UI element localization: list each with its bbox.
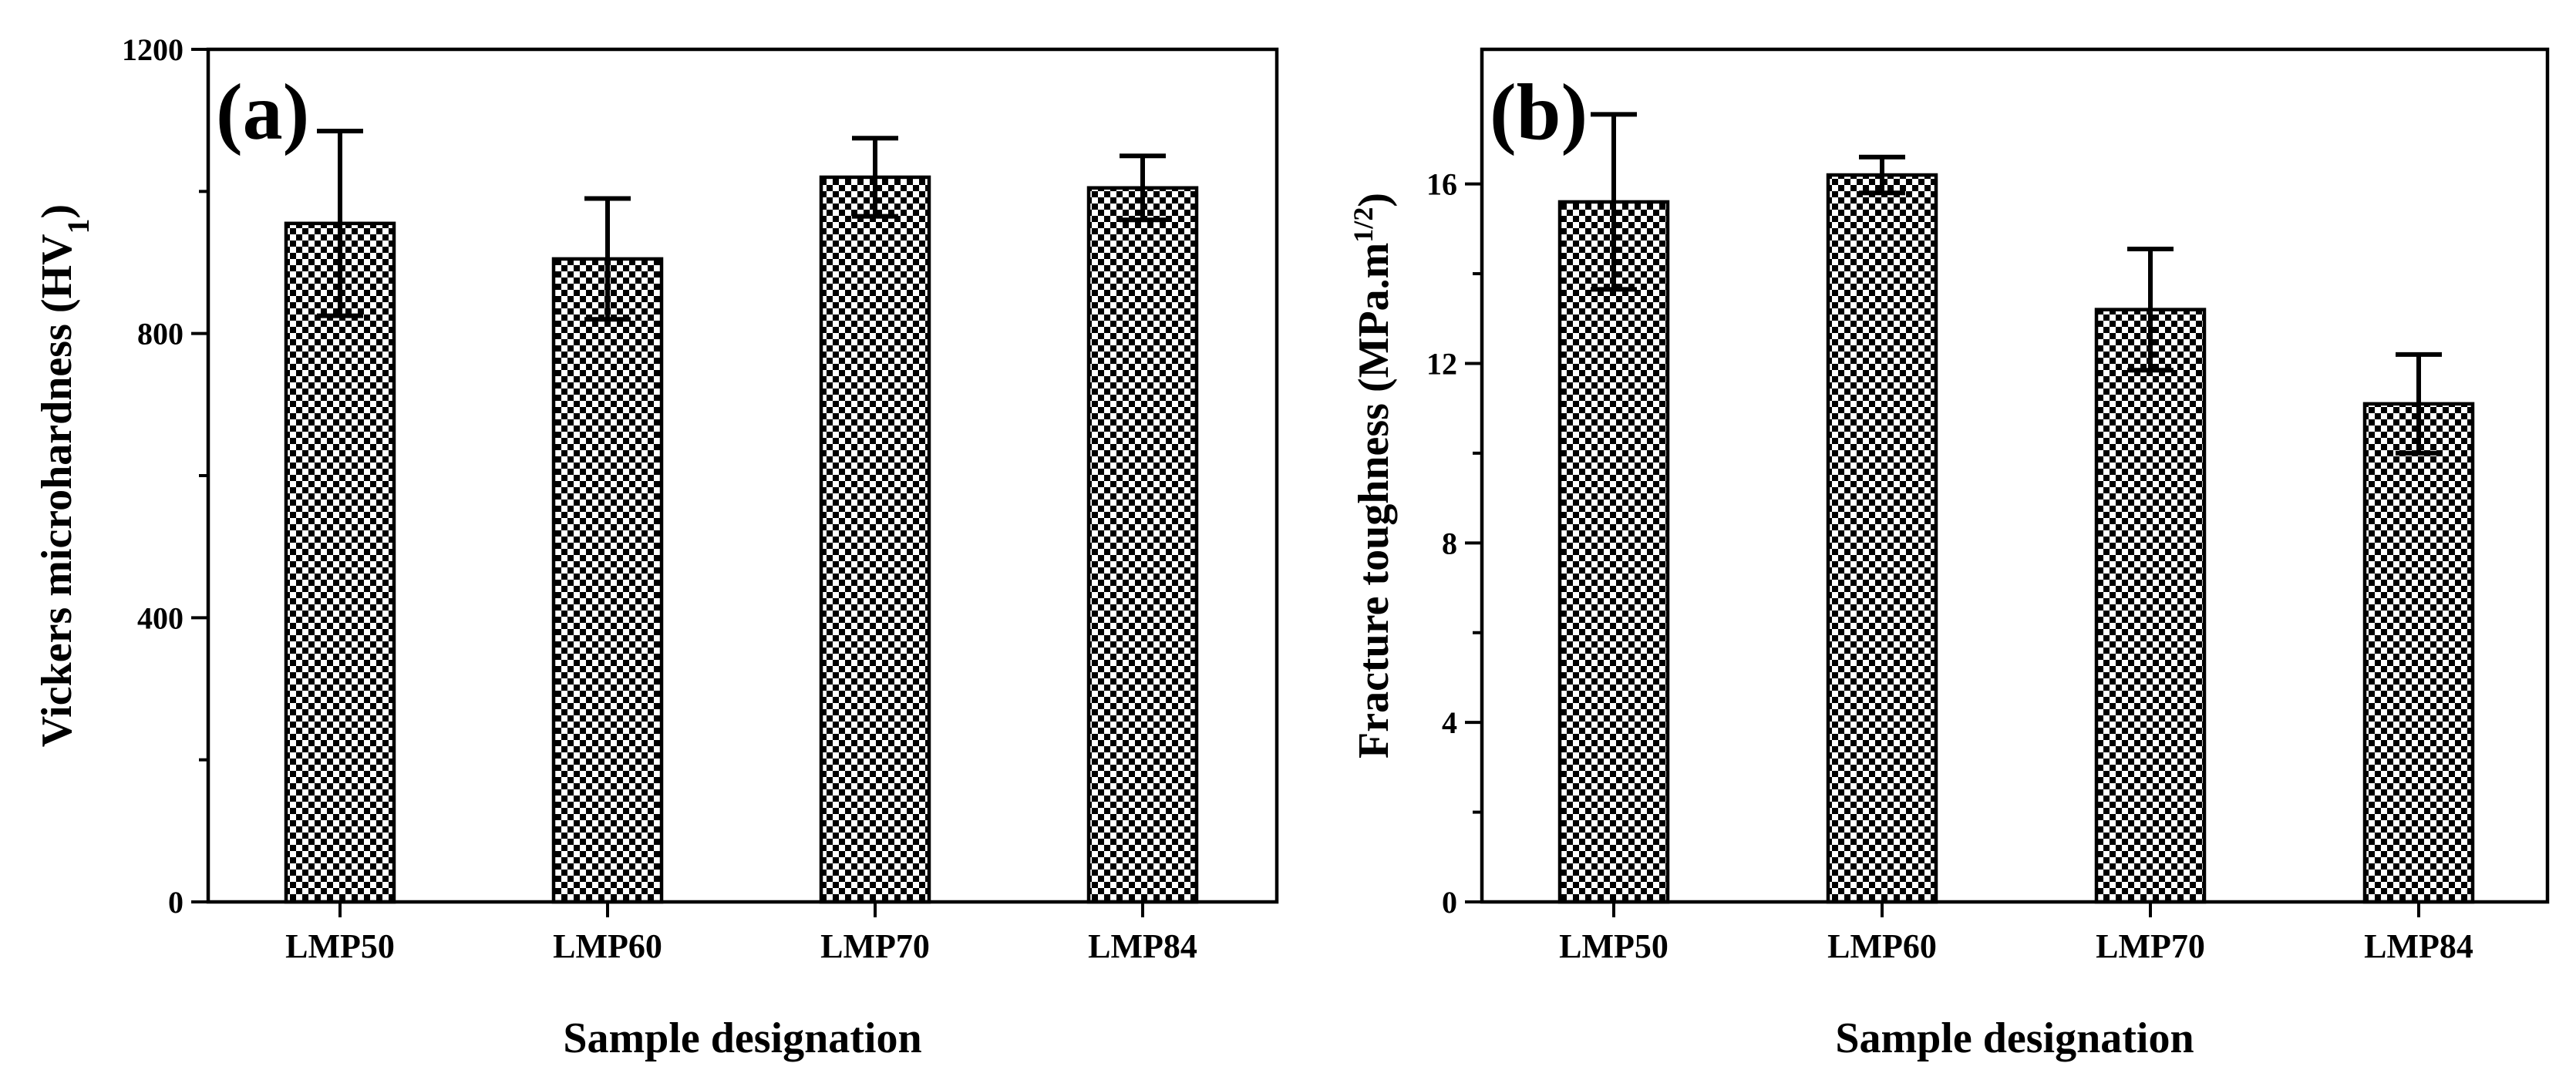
panel-b-bar-lmp50 xyxy=(1557,200,1670,904)
panel-b-y-tick-label: 0 xyxy=(1442,885,1457,920)
panel-b-bar-lmp60 xyxy=(1826,173,1938,904)
panel-b-ticks: 0 4 8 12 16 LMP50 LMP60 LMP70 LMP84 xyxy=(1426,167,2473,965)
panel-a-bar-lmp50 xyxy=(284,221,396,904)
panel-b-y-tick-label: 8 xyxy=(1442,526,1457,560)
panel-a-y-tick-label: 1200 xyxy=(122,32,184,67)
panel-b-label: (b) xyxy=(1490,68,1588,156)
panel-a-y-tick-label: 800 xyxy=(137,317,184,352)
panel-b-plot-frame xyxy=(1480,47,2550,904)
panel-b-y-title-main: Fracture toughness (MPa.m xyxy=(1350,243,1398,759)
panel-a-x-axis-title: Sample designation xyxy=(563,1014,921,1062)
panel-b-x-tick-label-lmp70: LMP70 xyxy=(2096,927,2205,965)
panel-b-bar-lmp84 xyxy=(2362,402,2475,904)
panel-b-y-title-end: ) xyxy=(1350,193,1398,207)
panel-a-plot-frame xyxy=(206,47,1279,904)
panel-b-bar-lmp70 xyxy=(2094,308,2207,904)
panel-a-label: (a) xyxy=(216,68,309,156)
chart-panel-a: 0 400 800 1200 LMP50 LMP60 LMP70 LMP84 (a) Samp… xyxy=(33,32,1279,1062)
panel-a-y-title-main: Vickers microhardness (HV xyxy=(33,234,81,747)
panel-b-y-title-sup: 1/2 xyxy=(1348,207,1379,243)
panel-b-y-tick-label: 16 xyxy=(1426,167,1457,202)
panel-b-x-tick-label-lmp60: LMP60 xyxy=(1827,927,1937,965)
panel-b-y-axis-title: Fracture toughness (MPa.m1/2) xyxy=(1348,193,1398,759)
panel-a-y-title-end: ) xyxy=(33,204,81,219)
panel-a-ticks: 0 400 800 1200 LMP50 LMP60 LMP70 LMP84 xyxy=(122,32,1197,965)
panel-a-y-tick-label: 400 xyxy=(137,601,184,635)
panel-a-x-tick-label-lmp70: LMP70 xyxy=(820,927,930,965)
panel-a-y-tick-label: 0 xyxy=(168,885,184,920)
panel-b-bars xyxy=(1557,112,2475,904)
panel-a-y-title-sub: 1 xyxy=(61,218,96,234)
panel-a-bar-lmp70 xyxy=(819,175,931,904)
panel-a-y-axis-title: Vickers microhardness (HV1) xyxy=(33,204,96,747)
panel-a-x-tick-label-lmp84: LMP84 xyxy=(1088,927,1197,965)
panel-a-bar-lmp84 xyxy=(1086,186,1199,904)
chart-panel-b: 0 4 8 12 16 LMP50 LMP60 LMP70 LMP84 (b) Sample d… xyxy=(1348,47,2550,1062)
panel-b-x-tick-label-lmp84: LMP84 xyxy=(2364,927,2473,965)
panel-b-x-axis-title: Sample designation xyxy=(1835,1014,2194,1062)
panel-b-y-tick-label: 12 xyxy=(1426,346,1457,381)
panel-a-x-tick-label-lmp50: LMP50 xyxy=(285,927,395,965)
panel-a-x-tick-label-lmp60: LMP60 xyxy=(553,927,662,965)
panel-b-y-tick-label: 4 xyxy=(1442,705,1457,740)
panel-a-bar-lmp60 xyxy=(551,257,664,904)
panel-a-bars xyxy=(284,128,1199,904)
panel-b-x-tick-label-lmp50: LMP50 xyxy=(1559,927,1669,965)
